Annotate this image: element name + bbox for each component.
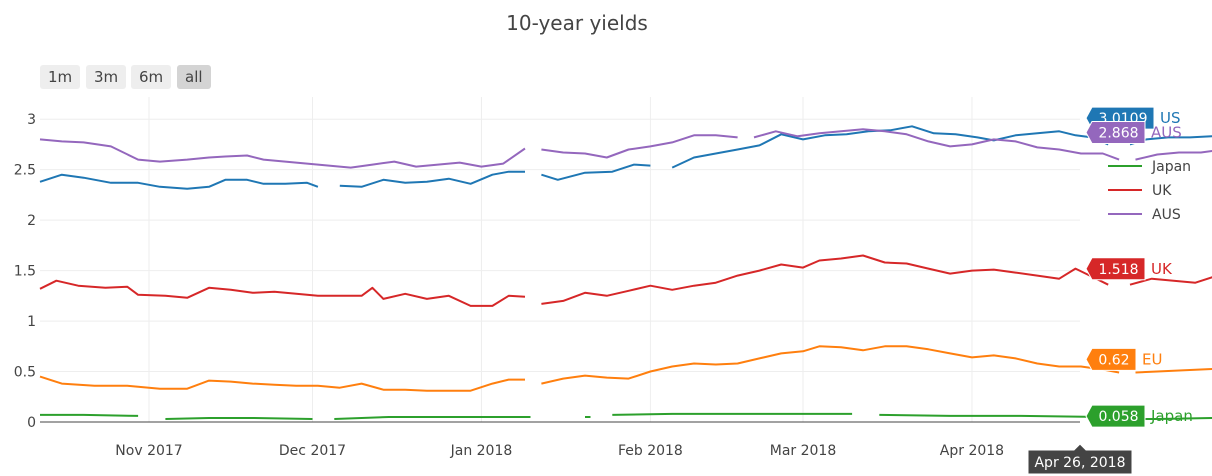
end-label-value: 0.058 bbox=[1098, 409, 1138, 425]
series-line-aus bbox=[1135, 149, 1212, 161]
series-line-us bbox=[39, 173, 319, 190]
y-tick-label: 1 bbox=[27, 314, 36, 330]
x-tick-label: Nov 2017 bbox=[115, 443, 182, 459]
series-line-aus bbox=[39, 138, 526, 169]
end-label-name: US bbox=[1160, 109, 1181, 127]
x-tick-label: Mar 2018 bbox=[770, 443, 837, 459]
series-line-aus bbox=[753, 128, 1120, 161]
end-label-box bbox=[1085, 121, 1146, 145]
end-label-value: 0.62 bbox=[1098, 352, 1129, 368]
x-tick-label: Dec 2017 bbox=[279, 443, 346, 459]
plot-lines bbox=[39, 125, 1212, 420]
y-tick-label: 1.5 bbox=[14, 264, 36, 280]
range-button-3m[interactable]: 3m bbox=[86, 65, 127, 89]
end-label-box bbox=[1085, 347, 1137, 371]
hover-x-box bbox=[1027, 443, 1133, 475]
series-line-eu bbox=[1135, 367, 1212, 374]
x-axis: Nov 2017 Dec 2017 Jan 2018 Feb 2018 Mar 2018… bbox=[40, 421, 1080, 459]
x-tick-label: Apr 2018 bbox=[940, 443, 1004, 459]
legend-label: Japan bbox=[1151, 159, 1191, 175]
y-tick-label: 0 bbox=[27, 415, 36, 431]
series-line-uk bbox=[39, 279, 526, 307]
y-tick-label: 2 bbox=[27, 213, 36, 229]
chart-title: 10-year yields bbox=[506, 11, 648, 35]
series-line-aus bbox=[541, 134, 738, 159]
series-line-us bbox=[1129, 135, 1212, 146]
series-line-japan bbox=[334, 416, 531, 420]
legend-label: UK bbox=[1152, 183, 1172, 199]
legend-item-uk[interactable]: UK bbox=[1108, 183, 1172, 199]
end-label-box bbox=[1085, 257, 1146, 281]
y-tick-label: 2.5 bbox=[14, 163, 36, 179]
legend-item-japan[interactable]: Japan bbox=[1108, 159, 1191, 175]
legend-item-aus[interactable]: AUS bbox=[1108, 207, 1181, 223]
hover-x-label: Apr 26, 2018 bbox=[1027, 443, 1133, 475]
series-line-japan bbox=[40, 413, 139, 417]
x-tick-label: Feb 2018 bbox=[618, 443, 683, 459]
end-label-uk: 1.518 UK bbox=[1085, 257, 1173, 281]
range-button-all[interactable]: all bbox=[177, 65, 211, 89]
series-line-japan bbox=[879, 413, 1103, 418]
legend-label: AUS bbox=[1152, 207, 1181, 223]
range-button-1m[interactable]: 1m bbox=[40, 65, 81, 89]
end-label-name: EU bbox=[1142, 350, 1162, 368]
series-line-uk bbox=[541, 254, 1109, 305]
end-label-eu: 0.62 EU bbox=[1085, 347, 1162, 371]
series-line-japan bbox=[612, 412, 853, 416]
end-label-name: AUS bbox=[1151, 124, 1182, 142]
series-line-us bbox=[339, 170, 525, 188]
gridlines bbox=[40, 97, 1080, 422]
end-label-box bbox=[1085, 404, 1146, 428]
end-label-japan: 0.058 Japan bbox=[1085, 404, 1193, 428]
legend[interactable]: Japan UK AUS bbox=[1108, 159, 1191, 223]
end-label-name: Japan bbox=[1150, 407, 1193, 425]
end-label-name: UK bbox=[1151, 260, 1173, 278]
series-line-eu bbox=[39, 375, 525, 392]
series-line-uk bbox=[1129, 276, 1212, 286]
series-line-us bbox=[541, 163, 651, 181]
end-label-value: 2.868 bbox=[1098, 126, 1138, 142]
end-label-value: 1.518 bbox=[1098, 262, 1138, 278]
series-line-eu bbox=[541, 345, 1120, 385]
hover-x-text: Apr 26, 2018 bbox=[1034, 455, 1125, 471]
x-tick-label: Jan 2018 bbox=[450, 443, 513, 459]
end-label-aus: 2.868 AUS bbox=[1085, 121, 1182, 145]
y-axis: 0 0.5 1 1.5 2 2.5 3 bbox=[14, 112, 36, 431]
series-line-japan bbox=[165, 417, 313, 420]
range-button-6m[interactable]: 6m bbox=[131, 65, 172, 89]
y-tick-label: 3 bbox=[27, 112, 36, 128]
series-line-us bbox=[671, 125, 1109, 169]
y-tick-label: 0.5 bbox=[14, 365, 36, 381]
